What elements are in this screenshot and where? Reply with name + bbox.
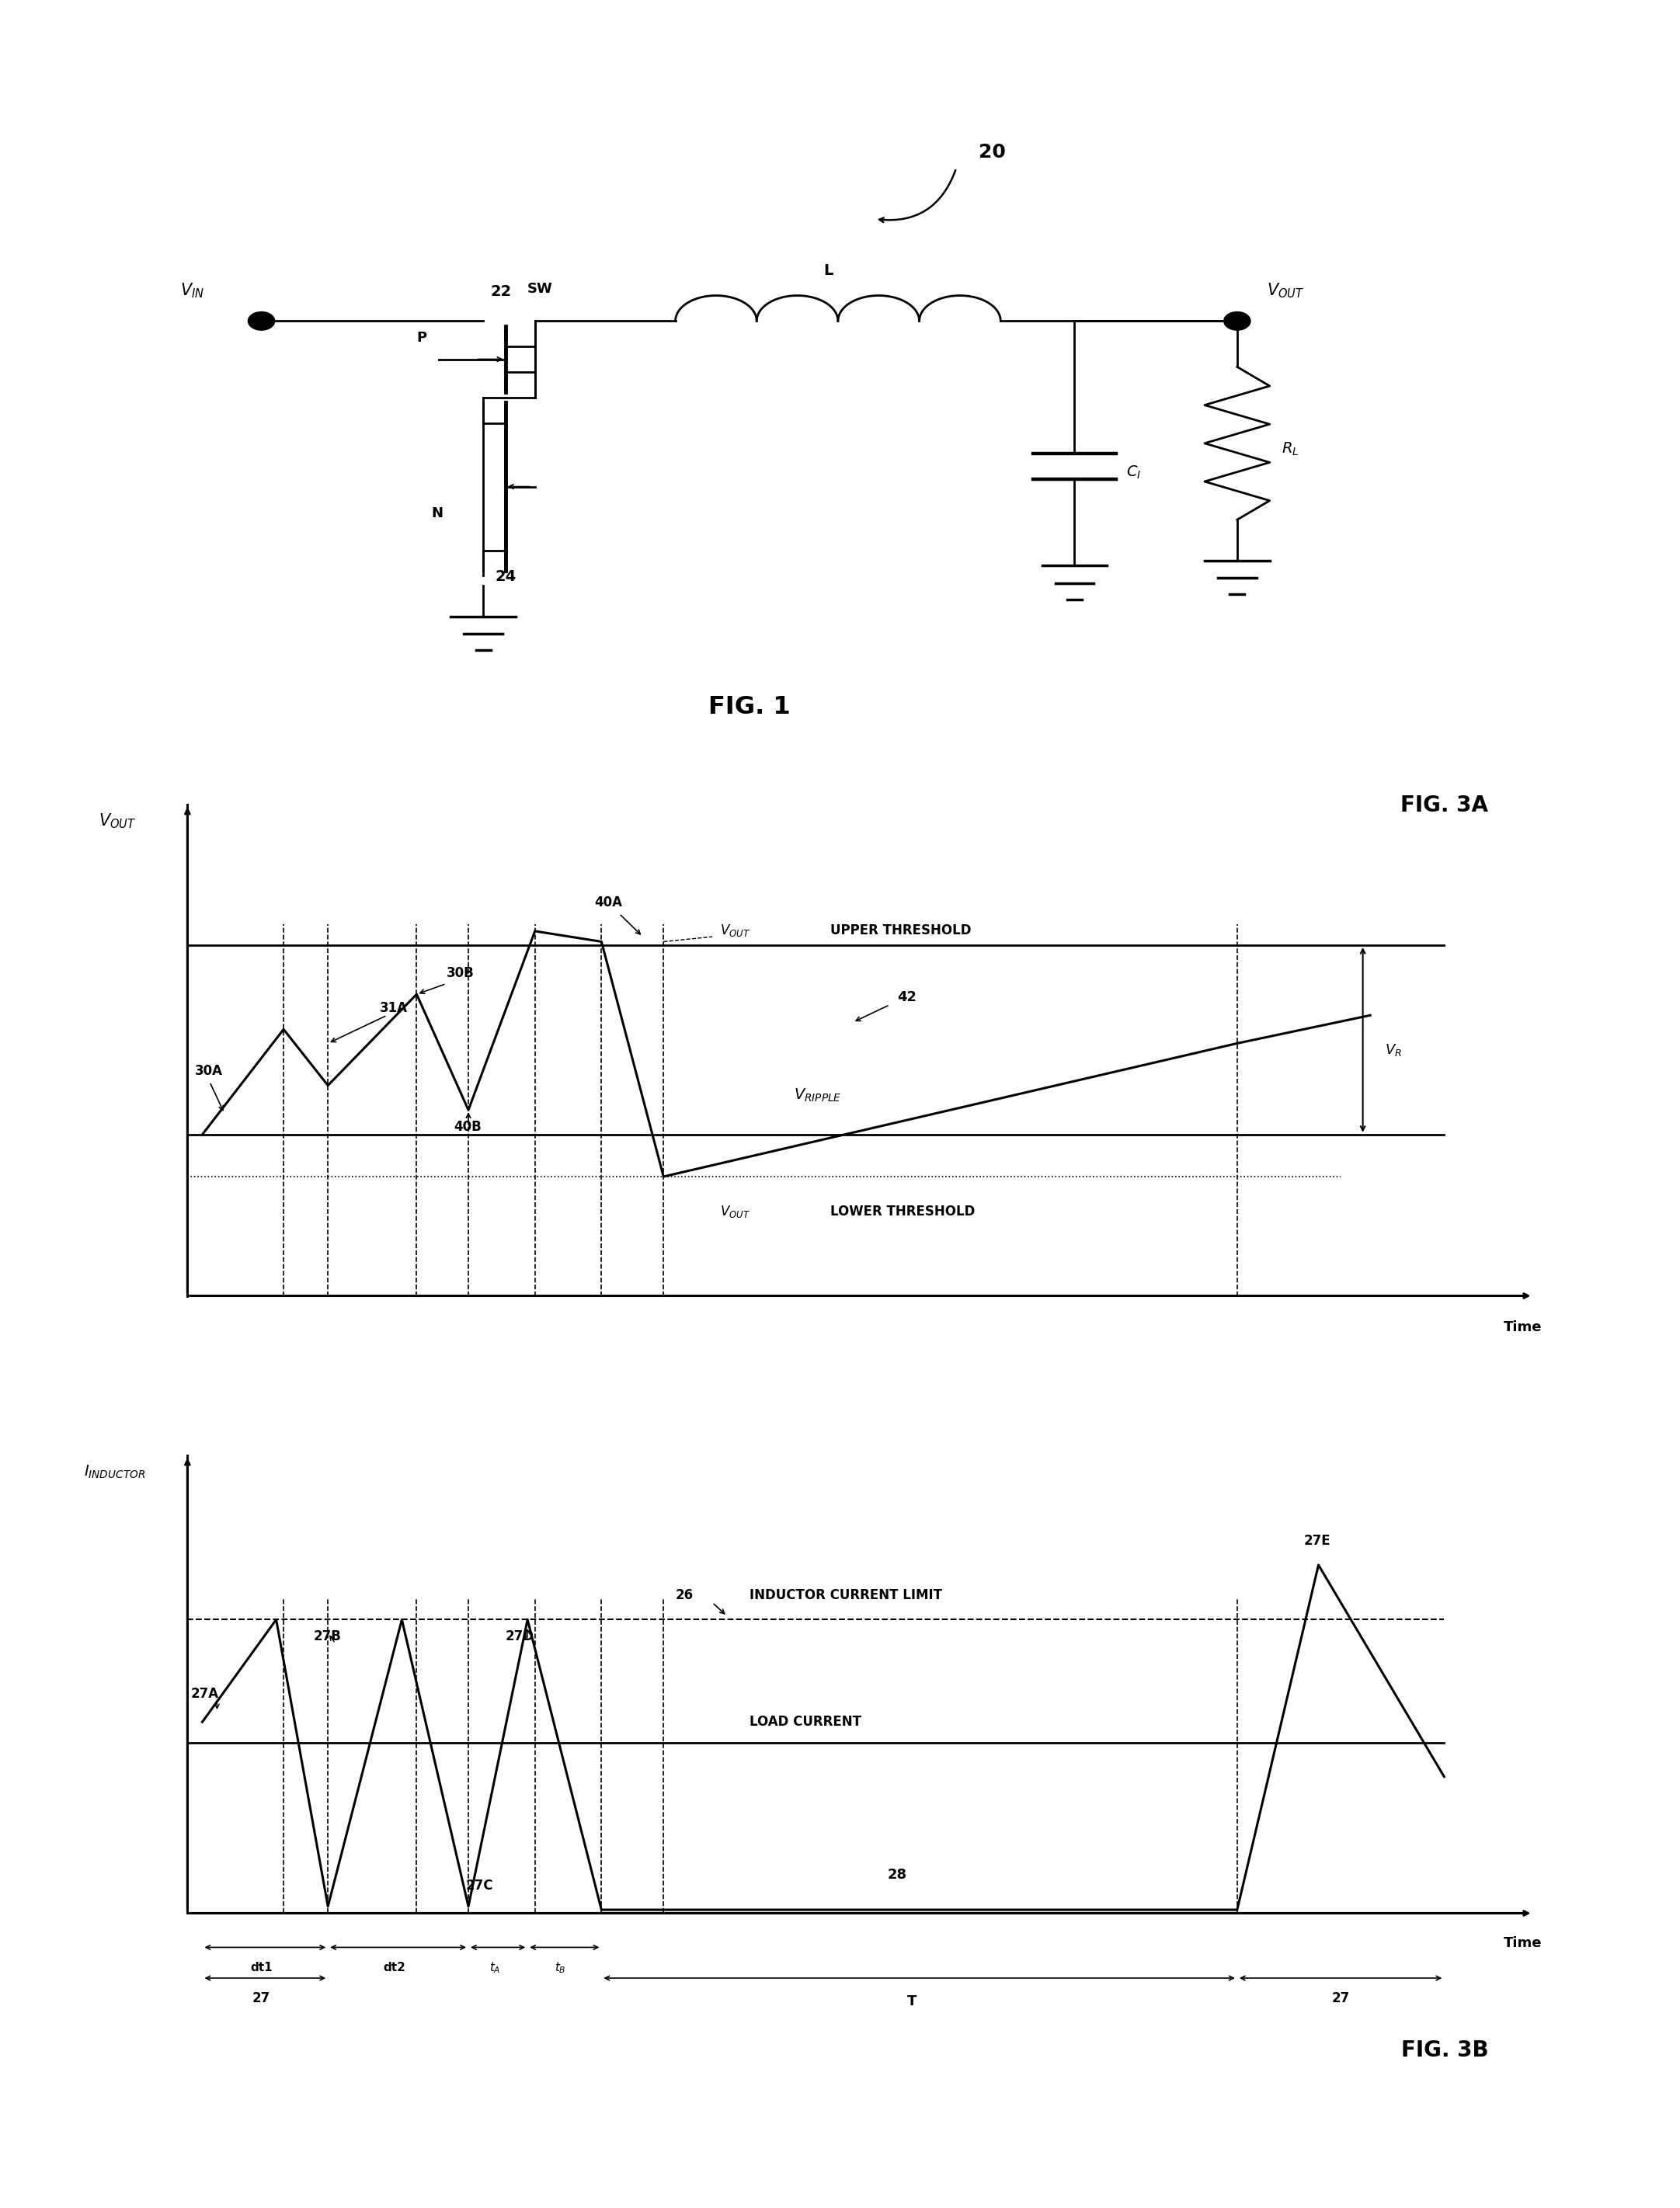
Text: P: P	[417, 331, 427, 344]
Text: 30A: 30A	[195, 1064, 223, 1078]
Circle shape	[249, 311, 276, 331]
Text: T: T	[907, 1994, 917, 2009]
Text: FIG. 3B: FIG. 3B	[1401, 2040, 1488, 2062]
Text: $V_{OUT}$: $V_{OUT}$	[99, 813, 136, 830]
Text: 40B: 40B	[454, 1119, 482, 1135]
Text: 31A: 31A	[380, 1000, 408, 1016]
Circle shape	[1223, 311, 1250, 331]
Text: $C_I$: $C_I$	[1126, 464, 1141, 481]
Text: $t_A$: $t_A$	[489, 1961, 501, 1974]
Text: $V_R$: $V_R$	[1384, 1042, 1403, 1058]
Text: N: N	[432, 506, 444, 521]
Text: 20: 20	[978, 144, 1006, 161]
Text: 40A: 40A	[595, 896, 622, 910]
Text: Time: Time	[1504, 1320, 1542, 1334]
Text: $I_{INDUCTOR}$: $I_{INDUCTOR}$	[84, 1464, 146, 1479]
Text: $V_{RIPPLE}$: $V_{RIPPLE}$	[793, 1086, 842, 1104]
Text: 27C: 27C	[465, 1879, 492, 1892]
Text: 42: 42	[897, 991, 917, 1005]
Text: $t_B$: $t_B$	[554, 1961, 566, 1974]
Text: INDUCTOR CURRENT LIMIT: INDUCTOR CURRENT LIMIT	[749, 1588, 942, 1603]
Text: 22: 22	[491, 285, 512, 298]
Text: FIG. 1: FIG. 1	[709, 696, 790, 720]
Text: dt1: dt1	[250, 1963, 272, 1974]
Text: $R_L$: $R_L$	[1282, 442, 1299, 457]
Text: 24: 24	[496, 570, 516, 583]
Text: LOWER THRESHOLD: LOWER THRESHOLD	[830, 1203, 976, 1219]
Text: $V_{OUT}$: $V_{OUT}$	[719, 923, 749, 938]
Text: FIG. 3A: FIG. 3A	[1401, 795, 1488, 817]
Text: Time: Time	[1504, 1936, 1542, 1950]
Text: SW: SW	[528, 283, 553, 296]
Text: 26: 26	[675, 1588, 694, 1603]
Text: 27: 27	[1332, 1992, 1349, 2005]
Text: 27A: 27A	[190, 1687, 218, 1700]
Text: LOAD CURRENT: LOAD CURRENT	[749, 1716, 862, 1729]
Text: 27E: 27E	[1304, 1535, 1331, 1548]
Text: 28: 28	[887, 1868, 907, 1881]
Text: dt2: dt2	[383, 1963, 405, 1974]
Text: $V_{OUT}$: $V_{OUT}$	[719, 1203, 749, 1219]
Text: $V_{IN}$: $V_{IN}$	[180, 283, 205, 300]
Text: $V_{OUT}$: $V_{OUT}$	[1267, 283, 1304, 300]
Text: 27: 27	[252, 1992, 270, 2005]
Text: 30B: 30B	[447, 965, 474, 980]
Text: UPPER THRESHOLD: UPPER THRESHOLD	[830, 923, 971, 938]
Text: L: L	[823, 263, 833, 278]
Text: 27D: 27D	[506, 1630, 534, 1643]
Text: 27B: 27B	[312, 1630, 341, 1643]
